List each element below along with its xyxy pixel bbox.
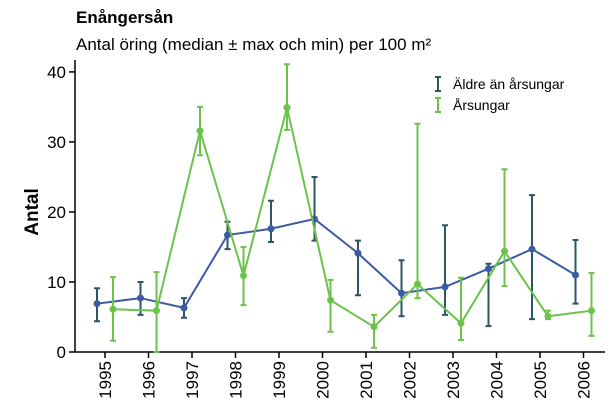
y-axis-label: Antal <box>22 188 43 236</box>
error-bar <box>398 259 405 318</box>
point <box>267 225 275 233</box>
point <box>572 271 579 279</box>
error-bar <box>355 239 361 297</box>
error-bar <box>284 63 290 132</box>
x-tick-label: 2005 <box>531 361 550 399</box>
point <box>137 294 144 302</box>
x-tick-label: 2004 <box>488 361 507 399</box>
point <box>196 127 204 135</box>
point <box>109 305 117 313</box>
point <box>354 249 362 257</box>
legend-icon <box>435 76 441 92</box>
point <box>153 307 160 315</box>
error-bar <box>268 199 274 244</box>
y-tick-label: 30 <box>47 133 66 152</box>
x-tick-label: 2006 <box>575 361 594 399</box>
error-bar <box>529 194 535 321</box>
chart-subtitle: Antal öring (median ± max och min) per 1… <box>76 35 431 54</box>
error-bar <box>588 271 595 337</box>
x-tick-label: 2002 <box>401 361 420 399</box>
error-bar <box>371 313 377 349</box>
point <box>180 304 188 312</box>
point <box>414 280 421 288</box>
point <box>588 307 595 315</box>
point <box>501 247 508 255</box>
x-tick-label: 2001 <box>357 361 376 399</box>
y-tick-label: 20 <box>47 203 66 222</box>
error-bar <box>414 122 421 300</box>
x-tick-label: 1997 <box>183 361 202 399</box>
x-tick-label: 2003 <box>444 361 463 399</box>
point <box>224 231 231 239</box>
error-bar <box>485 262 492 328</box>
legend-label: Årsungar <box>453 97 510 113</box>
point <box>528 245 536 253</box>
point <box>93 300 101 308</box>
point <box>457 319 465 327</box>
point <box>485 265 492 273</box>
chart-title: Enångersån <box>76 8 173 27</box>
legend-label: Äldre än årsungar <box>453 76 565 92</box>
x-tick-label: 1998 <box>227 361 246 399</box>
x-tick-label: 1995 <box>96 361 115 399</box>
series-line <box>112 107 592 329</box>
x-tick-label: 1996 <box>140 361 159 399</box>
point <box>398 289 405 297</box>
error-bar <box>327 278 334 333</box>
error-bar <box>442 224 448 316</box>
y-tick-label: 0 <box>57 343 66 362</box>
y-tick-label: 40 <box>47 63 66 82</box>
x-tick-label: 2000 <box>314 361 333 399</box>
point <box>240 272 247 280</box>
error-bar <box>501 168 508 288</box>
point <box>441 283 449 291</box>
x-tick-label: 1999 <box>270 361 289 399</box>
legend-icon <box>435 97 441 113</box>
point <box>544 312 552 320</box>
point <box>327 296 334 304</box>
point <box>283 104 291 112</box>
error-bar <box>458 276 464 342</box>
y-tick-label: 10 <box>47 273 66 292</box>
point <box>370 323 378 331</box>
